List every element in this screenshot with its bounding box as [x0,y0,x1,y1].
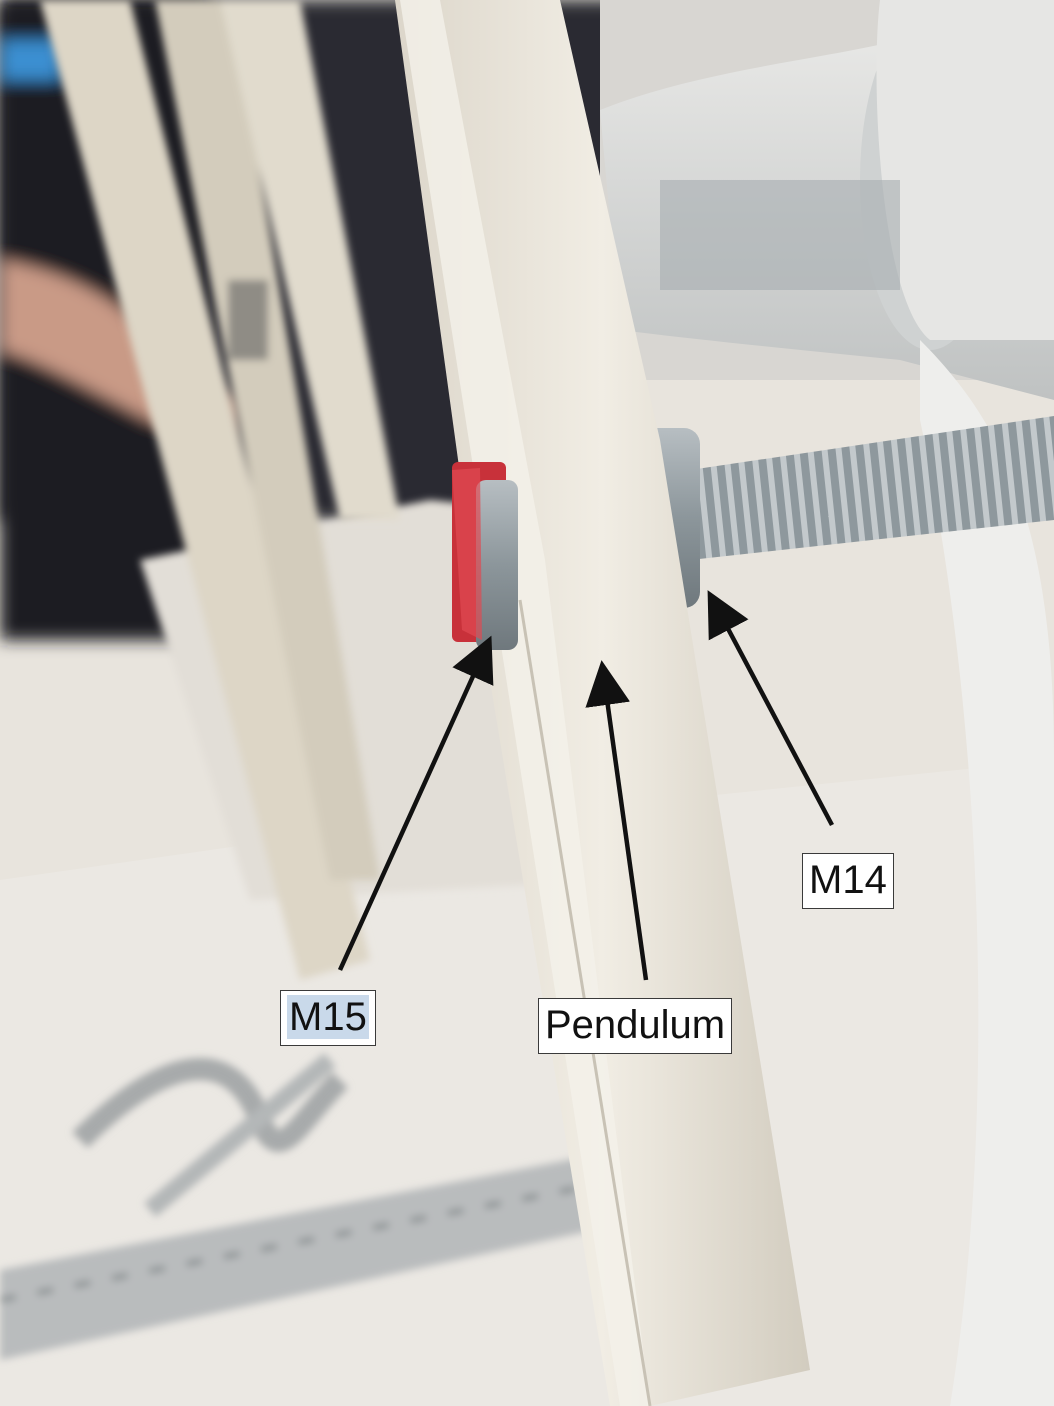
taped-nut-m15 [452,462,518,650]
label-m14-text: M14 [809,858,887,902]
label-pendulum: Pendulum [538,998,733,1054]
arrow-pendulum [585,660,649,981]
arrow-m14 [707,590,834,827]
label-pendulum-text: Pendulum [545,1003,726,1047]
label-m14: M14 [802,853,894,909]
pipe-fitting [600,0,1054,1406]
background-posts [40,0,400,980]
background-ruler [0,1053,640,1360]
arrow-m15 [337,635,494,971]
label-m15: M15 [280,990,376,1046]
annotation-arrows [337,590,834,981]
label-m15-text: M15 [287,995,369,1039]
